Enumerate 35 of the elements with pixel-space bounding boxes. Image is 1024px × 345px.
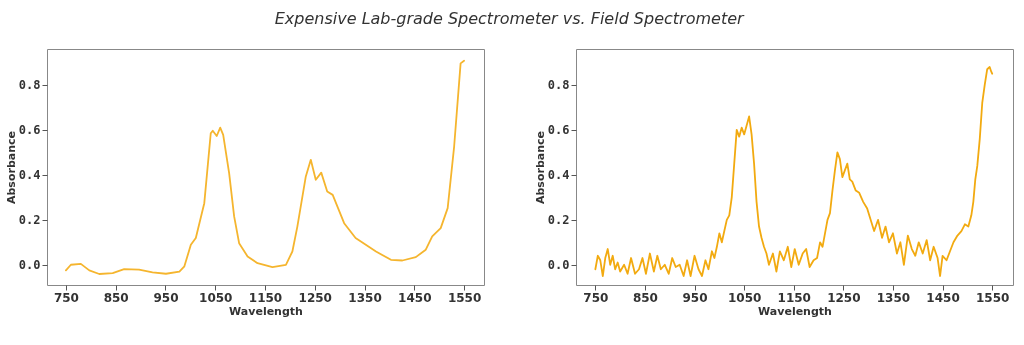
y-tick-label: 0.4 xyxy=(547,168,570,183)
x-tick-label: 1450 xyxy=(398,290,432,305)
y-tick-label: 0.0 xyxy=(547,258,570,273)
x-axis-title: Wavelength xyxy=(758,304,832,318)
line-series xyxy=(65,59,465,275)
x-tick-label: 1350 xyxy=(876,290,911,305)
y-tick-label: 0.8 xyxy=(18,78,41,93)
x-tick-label: 750 xyxy=(583,290,609,305)
x-tick-label: 1050 xyxy=(199,290,233,305)
y-tick-label: 0.2 xyxy=(547,213,570,228)
x-tick-label: 1550 xyxy=(975,290,1010,305)
y-tick-label: 0.6 xyxy=(547,123,570,138)
x-tick-label: 1050 xyxy=(727,290,762,305)
line-series xyxy=(594,66,994,277)
x-tick-label: 850 xyxy=(103,290,129,305)
y-tick-label: 0.4 xyxy=(18,168,41,183)
x-tick-label: 1150 xyxy=(777,290,811,305)
y-tick-label: 0.8 xyxy=(547,78,570,93)
x-tick-label: 1150 xyxy=(248,290,283,305)
x-tick-label: 950 xyxy=(682,290,708,305)
x-tick-label: 950 xyxy=(153,290,179,305)
y-axis-title: Absorbance xyxy=(4,130,18,205)
chart-title: Expensive Lab-grade Spectrometer vs. Field Spectrometer xyxy=(274,8,746,28)
y-tick-label: 0.6 xyxy=(18,123,41,138)
x-tick-label: 750 xyxy=(53,290,79,305)
x-tick-label: 1550 xyxy=(447,290,482,305)
y-axis-title: Absorbance xyxy=(533,130,547,205)
y-tick-label: 0.2 xyxy=(18,213,41,228)
x-tick-label: 1250 xyxy=(827,290,861,305)
x-tick-label: 1250 xyxy=(298,290,332,305)
x-tick-label: 850 xyxy=(632,290,658,305)
x-tick-label: 1350 xyxy=(348,290,382,305)
x-tick-label: 1450 xyxy=(926,290,960,305)
y-tick-label: 0.0 xyxy=(18,258,41,273)
x-axis-title: Wavelength xyxy=(229,304,303,318)
